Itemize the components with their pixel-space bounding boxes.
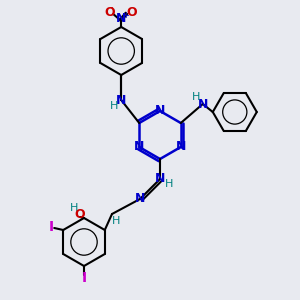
Text: N: N <box>135 193 145 206</box>
Text: N: N <box>134 140 144 154</box>
Text: N: N <box>176 140 186 154</box>
Text: O: O <box>104 5 115 19</box>
Text: H: H <box>112 216 120 226</box>
Text: O: O <box>126 5 136 19</box>
Text: H: H <box>70 203 78 213</box>
Text: H: H <box>110 101 118 111</box>
Text: N: N <box>155 172 165 185</box>
Text: -: - <box>110 2 113 12</box>
Text: N: N <box>116 11 126 25</box>
Text: N: N <box>198 98 208 110</box>
Text: N: N <box>116 94 126 106</box>
Text: H: H <box>192 92 200 102</box>
Text: N: N <box>155 104 165 118</box>
Text: +: + <box>122 11 129 20</box>
Text: I: I <box>81 271 87 285</box>
Text: O: O <box>75 208 85 220</box>
Text: H: H <box>165 179 173 189</box>
Text: I: I <box>49 220 54 234</box>
